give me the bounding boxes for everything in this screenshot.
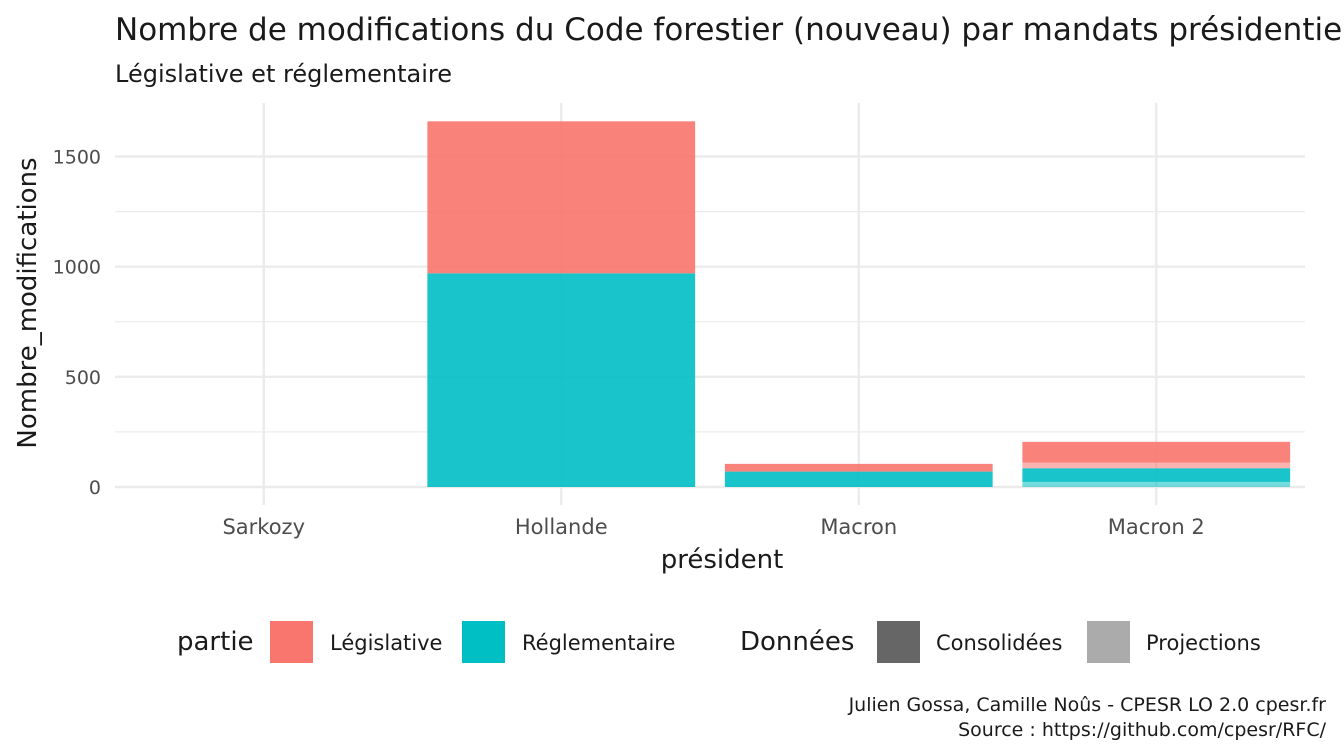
chart-title: Nombre de modifications du Code forestie…: [115, 12, 1344, 48]
legend-label: Réglementaire: [522, 631, 675, 655]
x-tick-label: Macron 2: [1108, 515, 1205, 539]
x-axis-ticks: Sarkozy Hollande Macron Macron 2: [222, 515, 1204, 539]
bar-macron-réglementaire-consolidées: [725, 472, 993, 487]
bar-hollande-législative-consolidées: [427, 121, 695, 273]
y-tick-label: 500: [65, 367, 101, 389]
legend-label: Projections: [1146, 631, 1261, 655]
bar-macron-législative-consolidées: [725, 464, 993, 472]
x-tick-label: Sarkozy: [222, 515, 305, 539]
bar-macron-2-réglementaire-consolidées: [1022, 468, 1290, 482]
y-tick-label: 1500: [53, 147, 101, 169]
bar-macron-2-réglementaire-projections: [1022, 482, 1290, 487]
legend-swatch: [462, 621, 505, 663]
legend-swatch: [1087, 621, 1130, 663]
legend-swatch: [270, 621, 313, 663]
legend-swatch: [877, 621, 920, 663]
legend-title-donnees: Données: [740, 627, 854, 657]
legend-title-partie: partie: [177, 627, 254, 657]
y-tick-label: 1000: [53, 257, 101, 279]
bar-hollande-réglementaire-consolidées: [427, 273, 695, 487]
legend-label: Consolidées: [936, 631, 1062, 655]
caption-line-2: Source : https://github.com/cpesr/RFC/: [958, 719, 1327, 741]
legend-label: Législative: [330, 631, 442, 655]
caption-line-1: Julien Gossa, Camille Noûs - CPESR LO 2.…: [848, 694, 1327, 716]
y-axis-ticks: 0 500 1000 1500: [53, 147, 101, 499]
bar-macron-2-législative-consolidées: [1022, 442, 1290, 463]
x-axis-label: président: [661, 545, 784, 575]
bar-macron-2-législative-projections: [1022, 463, 1290, 469]
y-axis-label: Nombre_modifications: [13, 157, 43, 448]
x-tick-label: Hollande: [515, 515, 608, 539]
chart-subtitle: Législative et réglementaire: [115, 60, 452, 88]
legend: partie Législative Réglementaire Données Con…: [177, 621, 1261, 663]
x-tick-label: Macron: [820, 515, 897, 539]
y-tick-label: 0: [89, 477, 101, 499]
